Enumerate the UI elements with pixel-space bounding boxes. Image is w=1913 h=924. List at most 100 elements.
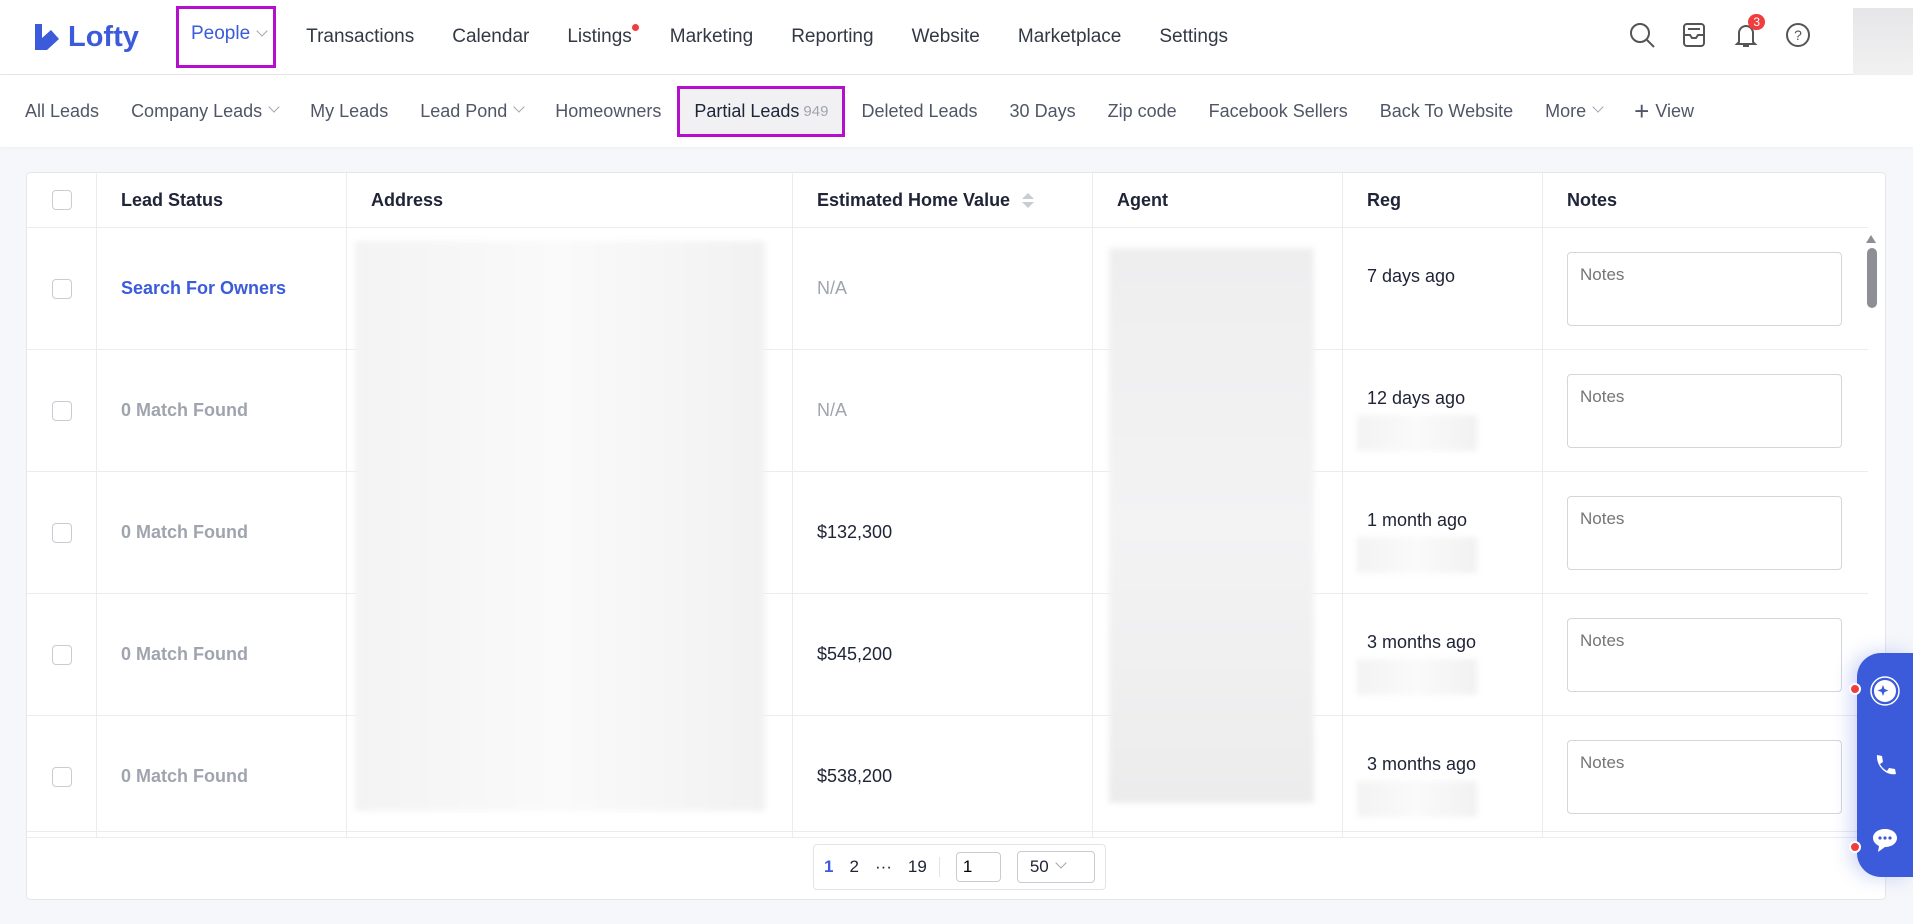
select-all-checkbox[interactable] xyxy=(51,190,72,210)
help-icon[interactable]: ? xyxy=(1783,20,1813,50)
phone-icon[interactable] xyxy=(1870,751,1900,781)
row-checkbox[interactable] xyxy=(51,400,72,421)
pagination: 1 2 ··· 19 50 xyxy=(813,844,1106,890)
nav-people[interactable]: People xyxy=(176,6,277,68)
nav-marketing[interactable]: Marketing xyxy=(670,16,753,58)
side-widget xyxy=(1849,653,1913,877)
tab-count: 949 xyxy=(803,102,829,120)
inbox-icon[interactable] xyxy=(1679,20,1709,50)
notification-button[interactable]: 3 xyxy=(1731,14,1765,50)
agent-cell xyxy=(1093,716,1343,837)
reg-time: 1 month ago xyxy=(1367,510,1468,530)
page-size-value: 50 xyxy=(1029,857,1049,876)
col-lead-status: Lead Status xyxy=(97,173,347,227)
page-2[interactable]: 2 xyxy=(849,857,859,876)
tab-partial-leads[interactable]: Partial Leads 949 xyxy=(677,85,846,137)
table-row[interactable]: 0 Match Found $538,200 3 months ago xyxy=(27,716,1868,838)
search-icon[interactable] xyxy=(1627,20,1657,50)
scrollbar[interactable] xyxy=(1867,248,1877,308)
chat-icon[interactable] xyxy=(1870,825,1900,855)
add-view-button[interactable]: + View xyxy=(1634,96,1694,127)
table-row[interactable]: 0 Match Found $132,300 1 month ago xyxy=(27,472,1868,594)
widget-dot xyxy=(1849,683,1861,695)
reg-time: 12 days ago xyxy=(1367,388,1466,408)
reg-time: 7 days ago xyxy=(1367,266,1456,286)
redacted xyxy=(1357,781,1477,817)
row-checkbox[interactable] xyxy=(51,278,72,299)
address-cell xyxy=(347,594,793,715)
agent-cell xyxy=(1093,594,1343,715)
col-estimated-home-value[interactable]: Estimated Home Value xyxy=(793,173,1093,227)
notes-input[interactable] xyxy=(1567,373,1842,448)
avatar[interactable] xyxy=(1853,8,1913,80)
tab-30-days[interactable]: 30 Days xyxy=(1010,101,1076,122)
address-cell xyxy=(347,350,793,471)
table-row[interactable]: 0 Match Found $545,200 3 months ago xyxy=(27,594,1868,716)
tab-all-leads[interactable]: All Leads xyxy=(25,101,99,122)
logo-text: Lofty xyxy=(68,20,139,53)
tab-label: Lead Pond xyxy=(420,100,508,121)
agent-cell xyxy=(1093,228,1343,349)
tab-label: All Leads xyxy=(25,100,100,121)
estimated-value: $538,200 xyxy=(817,766,893,786)
tab-back-to-website[interactable]: Back To Website xyxy=(1380,101,1513,122)
notification-badge: 3 xyxy=(1748,14,1765,30)
nav-label: Marketplace xyxy=(1017,26,1122,47)
nav-listings[interactable]: Listings xyxy=(567,16,639,58)
tab-homeowners[interactable]: Homeowners xyxy=(555,101,661,122)
ai-assistant-icon[interactable] xyxy=(1869,675,1901,707)
nav-settings[interactable]: Settings xyxy=(1159,16,1228,58)
estimated-value: N/A xyxy=(817,278,848,298)
chevron-down-icon xyxy=(256,25,268,37)
nav-transactions[interactable]: Transactions xyxy=(306,16,414,58)
row-checkbox[interactable] xyxy=(51,644,72,665)
nav-marketplace[interactable]: Marketplace xyxy=(1018,16,1122,58)
tab-label: Partial Leads xyxy=(694,100,800,121)
address-cell xyxy=(347,472,793,593)
new-dot xyxy=(631,24,639,31)
tab-label: Homeowners xyxy=(555,100,662,121)
agent-cell xyxy=(1093,350,1343,471)
page-ellipsis[interactable]: ··· xyxy=(874,857,892,876)
col-agent: Agent xyxy=(1093,173,1343,227)
tab-facebook-sellers[interactable]: Facebook Sellers xyxy=(1209,101,1348,122)
top-nav: Lofty People Transactions Calendar Listings… xyxy=(0,0,1913,80)
tab-my-leads[interactable]: My Leads xyxy=(310,101,388,122)
tab-more[interactable]: More xyxy=(1545,101,1604,122)
nav-reporting[interactable]: Reporting xyxy=(791,16,873,58)
agent-redacted xyxy=(1109,248,1314,803)
notes-input[interactable] xyxy=(1567,739,1842,814)
tab-company-leads[interactable]: Company Leads xyxy=(131,101,280,122)
logo[interactable]: Lofty xyxy=(32,21,180,54)
svg-text:?: ? xyxy=(1794,27,1802,43)
nav-label: People xyxy=(191,23,251,44)
page-size-select[interactable]: 50 xyxy=(1016,851,1095,883)
lead-status[interactable]: Search For Owners xyxy=(121,278,287,298)
table-row[interactable]: 0 Match Found N/A 12 days ago xyxy=(27,350,1868,472)
page-19[interactable]: 19 xyxy=(908,857,940,877)
estimated-value: $132,300 xyxy=(817,522,893,542)
address-cell xyxy=(347,716,793,837)
tab-deleted-leads[interactable]: Deleted Leads xyxy=(861,101,977,122)
nav-label: Reporting xyxy=(791,26,874,47)
table-row[interactable]: Search For Owners N/A 7 days ago xyxy=(27,228,1868,350)
estimated-value: N/A xyxy=(817,400,848,420)
notes-input[interactable] xyxy=(1567,251,1842,326)
table-header: Lead Status Address Estimated Home Value… xyxy=(27,173,1868,228)
scroll-up-icon[interactable] xyxy=(1866,235,1876,243)
sort-icon[interactable] xyxy=(1022,192,1035,208)
chevron-down-icon xyxy=(513,101,525,113)
nav-calendar[interactable]: Calendar xyxy=(452,16,529,58)
page-jump-input[interactable] xyxy=(955,852,1001,882)
nav-label: Marketing xyxy=(669,26,754,47)
notes-input[interactable] xyxy=(1567,617,1842,692)
page-1[interactable]: 1 xyxy=(824,857,834,876)
notes-input[interactable] xyxy=(1567,495,1842,570)
redacted xyxy=(1357,415,1477,451)
tab-lead-pond[interactable]: Lead Pond xyxy=(420,100,525,122)
estimated-value: $545,200 xyxy=(817,644,893,664)
nav-website[interactable]: Website xyxy=(912,16,980,58)
row-checkbox[interactable] xyxy=(51,766,72,787)
tab-zip-code[interactable]: Zip code xyxy=(1108,101,1177,122)
row-checkbox[interactable] xyxy=(51,522,72,543)
